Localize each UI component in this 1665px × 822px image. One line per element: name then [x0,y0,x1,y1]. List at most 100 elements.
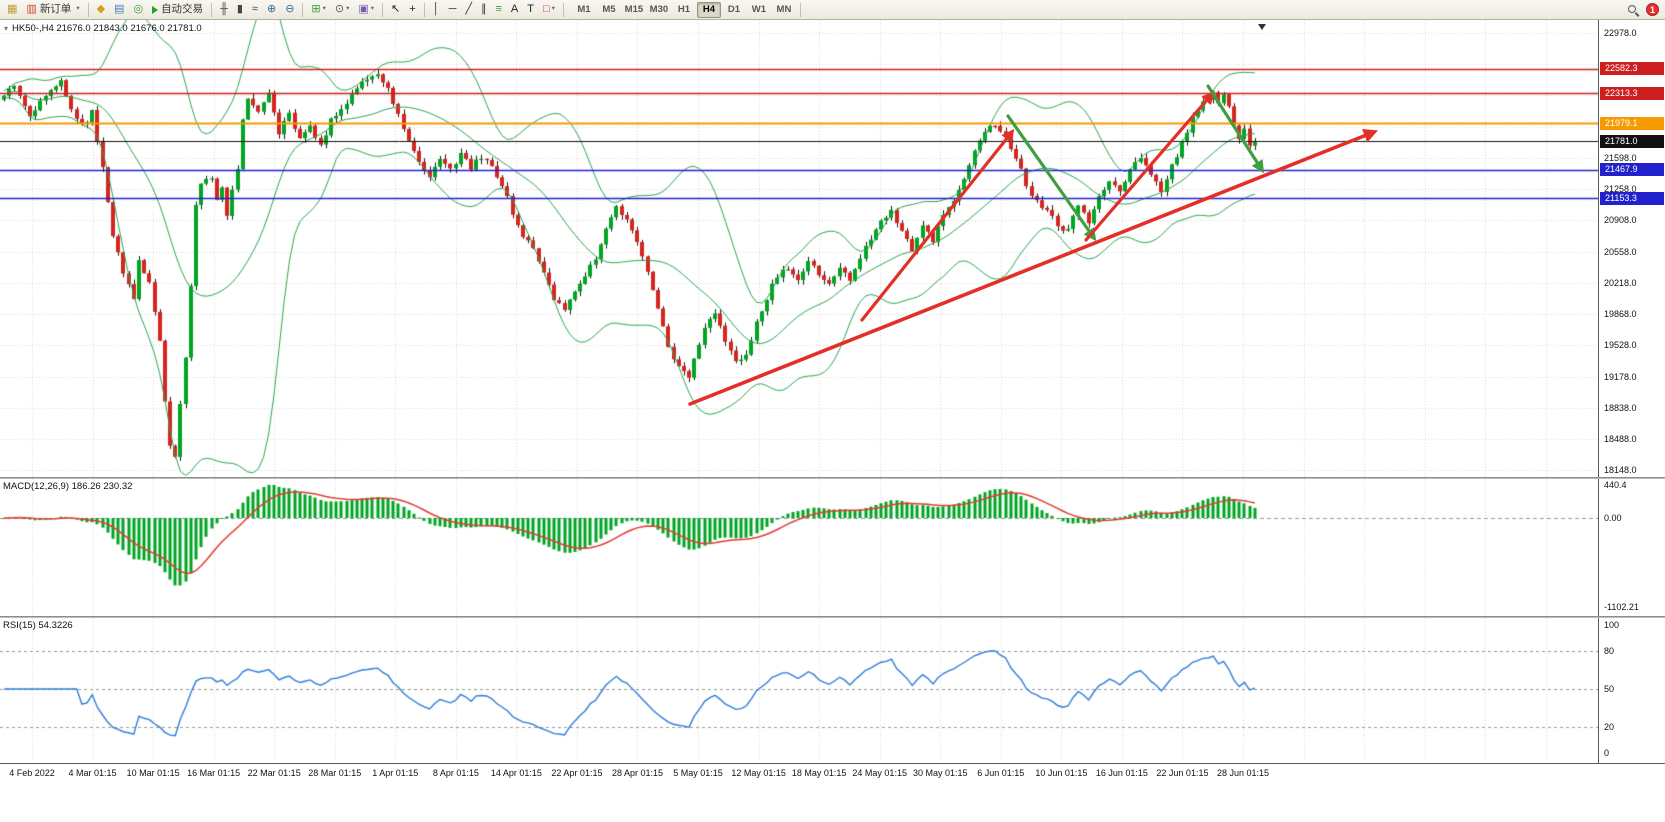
zoom-out-icon[interactable]: ⊖ [281,1,298,18]
timeframe-button-m1[interactable]: M1 [577,4,591,15]
text-icon[interactable]: A [507,1,522,18]
time-axis-label: 10 Mar 01:15 [126,768,180,778]
horizontal-line-icon[interactable]: ─ [445,1,461,18]
time-axis-label: 8 Apr 01:15 [432,768,479,778]
fibonacci-icon[interactable]: ≡ [492,1,506,18]
toolbar-separator [87,2,89,17]
market-watch-icon-glyph: ◆ [96,3,106,15]
time-axis-label: 4 Mar 01:15 [68,768,117,778]
dropdown-caret-icon: ▾ [551,5,555,13]
zoom-in-icon[interactable]: ⊕ [263,1,280,18]
candlestick-mode-icon[interactable]: ▮ [233,1,247,18]
rsi-axis-label: 80 [1604,645,1615,656]
market-watch-icon[interactable]: ◆ [93,1,109,18]
price-axis-label: 22978.0 [1604,28,1637,39]
chart-shift-marker[interactable] [1258,24,1266,30]
text-icon-glyph: A [510,3,519,15]
price-axis-label: 20558.0 [1604,246,1637,257]
timeframe-button-h1[interactable]: H1 [677,4,690,15]
crosshair-icon[interactable]: + [405,1,419,18]
time-axis-label: 1 Apr 01:15 [372,768,419,778]
periods-icon[interactable]: ⊙ ▾ [331,1,353,18]
bar-chart-mode-icon[interactable]: ╫ [216,1,232,18]
line-chart-mode-icon[interactable]: ≈ [248,1,262,18]
new-order-button-label: 新订单 [39,3,72,16]
price-axis-label: 21598.0 [1604,152,1637,163]
macd-axis-label: 0.00 [1604,513,1622,523]
time-axis-label: 4 Feb 2022 [9,768,55,778]
trendline-icon[interactable]: ╱ [461,1,476,18]
timeframe-button-m5[interactable]: M5 [602,4,616,15]
shapes-icon-glyph: □ [543,3,550,15]
rsi-axis-label: 100 [1604,620,1620,630]
vertical-line-icon[interactable]: │ [429,1,444,18]
chart-area: ▾ HK50-,H4 21676.0 21843.0 21676.0 21781… [0,20,1665,822]
data-window-icon-glyph: ▤ [114,3,125,15]
timeframe-button-w1[interactable]: W1 [751,4,767,15]
price-axis-label: 18838.0 [1604,402,1637,413]
time-axis-label: 18 May 01:15 [791,768,847,778]
time-axis-label: 28 Mar 01:15 [308,768,362,778]
symbol-ohlc-label: ▾ HK50-,H4 21676.0 21843.0 21676.0 21781… [4,23,202,34]
crosshair-icon-glyph: + [409,3,416,15]
time-axis-label: 14 Apr 01:15 [490,768,542,778]
main-toolbar: ▦ ▥ 新订单 ▾ ◆ ▤ ◎ 自动交易 ╫ ▮ ≈ ⊕ ⊖ ⊞ ▾ ⊙ ▾ ▣ ▾ ↖ + │ ─ ╱ ∥ ≡ A T □ ▾ M1 M5 M… [0,0,1665,20]
rsi-canvas[interactable] [0,618,1598,762]
shapes-icon[interactable]: □ ▾ [539,1,559,18]
current-price-line-badge: 21781.0 [1600,134,1664,148]
price-axis-label: 19528.0 [1604,340,1637,351]
zoom-out-icon-glyph: ⊖ [285,3,295,15]
time-axis-label: 5 May 01:15 [673,768,723,778]
toolbar-right-group: 1 [1627,3,1662,16]
notification-badge[interactable]: 1 [1646,3,1659,16]
text-label-icon-glyph: T [527,3,534,15]
price-chart-canvas[interactable] [0,20,1598,477]
indicators-icon[interactable]: ⊞ ▾ [307,1,329,18]
search-icon[interactable] [1627,4,1639,16]
time-axis[interactable]: 4 Feb 2022 4 Mar 01:15 10 Mar 01:15 16 Mar … [0,763,1665,785]
macd-label: MACD(12,26,9) 186.26 230.32 [3,481,133,492]
support-line-2-badge: 21153.3 [1600,191,1664,205]
toolbar-separator [562,2,564,17]
timeframe-button-m30[interactable]: M30 [649,4,669,15]
rsi-label: RSI(15) 54.3226 [3,620,73,631]
templates-icon[interactable]: ▣ ▾ [354,1,378,18]
line-chart-mode-icon-glyph: ≈ [251,3,258,15]
auto-trading-button[interactable]: 自动交易 [148,1,207,18]
cursor-icon[interactable]: ↖ [387,1,404,18]
indicators-icon-glyph: ⊞ [311,3,321,15]
chart-window-icon[interactable]: ▦ [3,1,21,18]
timeframe-button-d1[interactable]: D1 [727,4,740,15]
navigator-icon[interactable]: ◎ [129,1,147,18]
text-label-icon[interactable]: T [523,1,538,18]
macd-canvas[interactable] [0,479,1598,616]
candlestick-mode-icon-glyph: ▮ [236,3,243,15]
pane-separator[interactable] [0,477,1665,479]
pane-separator[interactable] [0,616,1665,618]
price-axis-label: 19178.0 [1604,371,1637,382]
dropdown-caret-icon: ▾ [370,5,375,13]
price-axis-label: 19868.0 [1604,309,1637,320]
equidistant-channel-icon[interactable]: ∥ [477,1,491,18]
periods-icon-glyph: ⊙ [334,3,345,15]
templates-icon-glyph: ▣ [358,3,369,15]
timeframe-button-mn[interactable]: MN [776,4,792,15]
timeframe-button-h4[interactable]: H4 [696,1,721,18]
new-order-button-glyph: ▥ [26,3,37,15]
time-axis-label: 30 May 01:15 [912,768,968,778]
toolbar-separator [423,2,425,17]
chart-icon: ▾ [4,24,9,33]
new-order-button[interactable]: ▥ 新订单 ▾ [22,1,83,18]
zoom-in-icon-glyph: ⊕ [266,3,277,15]
toolbar-items: ▦ ▥ 新订单 ▾ ◆ ▤ ◎ 自动交易 ╫ ▮ ≈ ⊕ ⊖ ⊞ ▾ ⊙ ▾ ▣ ▾ ↖ + │ ─ ╱ ∥ ≡ A T □ ▾ M1 M5 M… [3,1,804,18]
timeframe-button-m15[interactable]: M15 [624,4,644,15]
time-axis-label: 24 May 01:15 [852,768,907,778]
horizontal-line-icon-glyph: ─ [448,3,457,15]
data-window-icon[interactable]: ▤ [110,1,128,18]
equidistant-channel-icon-glyph: ∥ [481,3,487,15]
pivot-line-badge: 21979.1 [1600,116,1664,130]
price-axis-label: 18148.0 [1604,465,1637,476]
fibonacci-icon-glyph: ≡ [495,3,502,15]
time-axis-label: 22 Jun 01:15 [1156,768,1209,778]
